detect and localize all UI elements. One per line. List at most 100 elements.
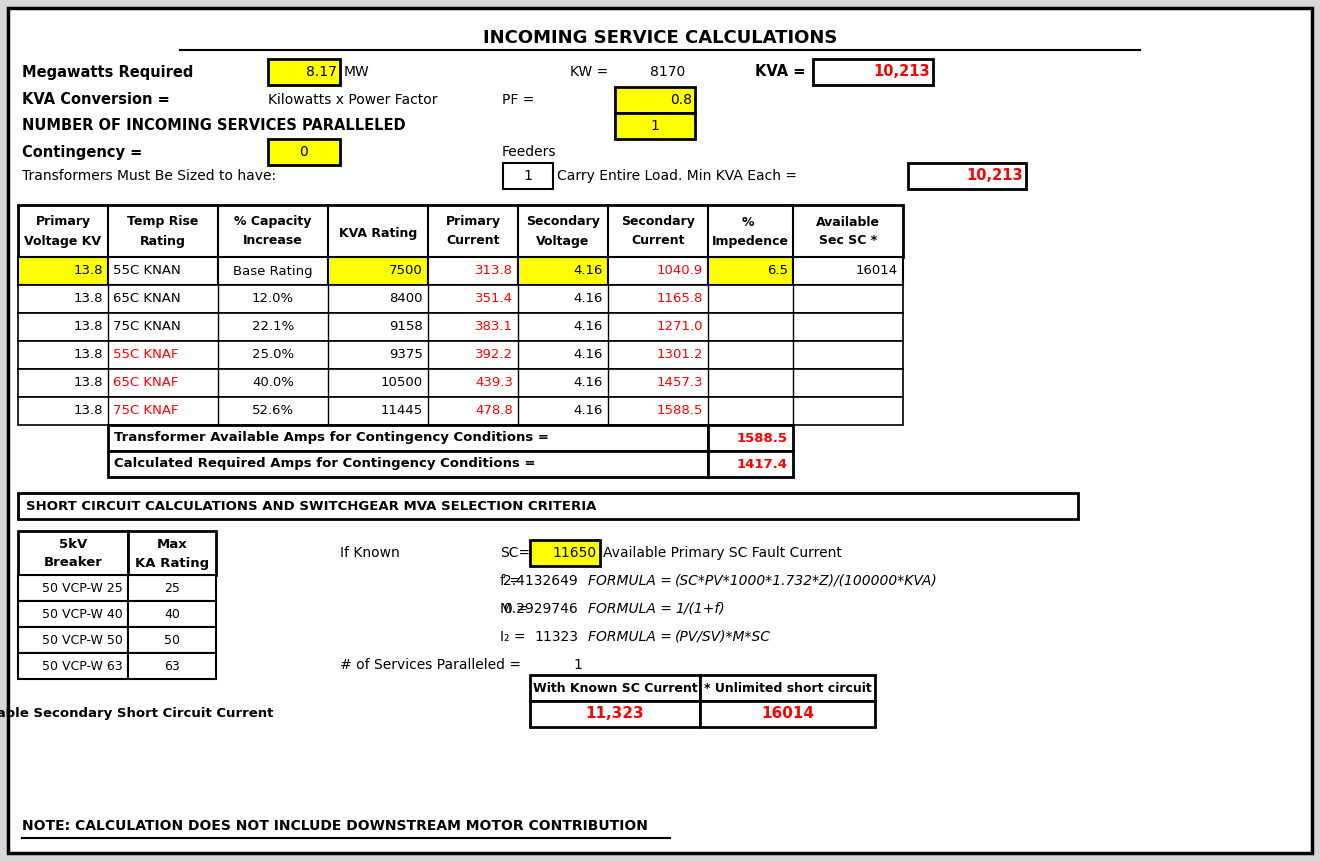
Text: KVA Rating: KVA Rating (339, 226, 417, 239)
Text: 13.8: 13.8 (74, 376, 103, 389)
Bar (700, 701, 875, 727)
Text: M =: M = (500, 602, 528, 616)
Text: 11,323: 11,323 (586, 707, 644, 722)
Bar (268, 139, 341, 165)
Text: MW: MW (345, 65, 370, 79)
Bar (813, 59, 933, 85)
Text: 392.2: 392.2 (475, 349, 513, 362)
Text: 4.16: 4.16 (574, 349, 603, 362)
Text: 0.8: 0.8 (671, 93, 692, 107)
Text: 10,213: 10,213 (874, 65, 931, 79)
Text: Current: Current (446, 234, 500, 247)
Text: % Capacity: % Capacity (235, 215, 312, 228)
Bar (18, 257, 108, 285)
Bar (128, 601, 216, 627)
Text: 65C KNAN: 65C KNAN (114, 293, 181, 306)
Text: 50 VCP-W 50: 50 VCP-W 50 (42, 634, 123, 647)
Text: 10500: 10500 (381, 376, 422, 389)
Text: PF =: PF = (502, 93, 535, 107)
Text: 13.8: 13.8 (74, 264, 103, 277)
Text: KVA Conversion =: KVA Conversion = (22, 92, 170, 108)
Text: 22.1%: 22.1% (252, 320, 294, 333)
Bar (708, 451, 793, 477)
Text: 1/(1+f): 1/(1+f) (675, 602, 725, 616)
Bar (708, 425, 793, 451)
Bar (517, 257, 609, 285)
Bar (18, 601, 128, 627)
Text: Base Rating: Base Rating (234, 264, 313, 277)
Text: Secondary: Secondary (527, 215, 599, 228)
Text: 55C KNAF: 55C KNAF (114, 349, 178, 362)
Text: 13.8: 13.8 (74, 293, 103, 306)
Bar (428, 257, 517, 285)
Text: NUMBER OF INCOMING SERVICES PARALLELED: NUMBER OF INCOMING SERVICES PARALLELED (22, 119, 405, 133)
Bar (531, 701, 700, 727)
Bar (108, 257, 218, 285)
Text: I₂ =: I₂ = (500, 630, 525, 644)
Text: Transformer Available Amps for Contingency Conditions =: Transformer Available Amps for Contingen… (114, 431, 549, 444)
Text: Feeders: Feeders (502, 145, 557, 159)
Text: Temp Rise: Temp Rise (127, 215, 199, 228)
Text: Primary: Primary (36, 215, 91, 228)
Bar (609, 257, 708, 285)
Text: 8170: 8170 (649, 65, 685, 79)
Text: 25: 25 (164, 581, 180, 594)
Text: 12.0%: 12.0% (252, 293, 294, 306)
Text: 0: 0 (300, 145, 309, 159)
Text: Transformers Must Be Sized to have:: Transformers Must Be Sized to have: (22, 169, 276, 183)
Text: 0.2929746: 0.2929746 (503, 602, 578, 616)
Text: Calculated Required Amps for Contingency Conditions =: Calculated Required Amps for Contingency… (114, 457, 536, 470)
Text: 1457.3: 1457.3 (656, 376, 704, 389)
Bar (18, 369, 903, 397)
Text: 55C KNAN: 55C KNAN (114, 264, 181, 277)
Bar (793, 257, 903, 285)
Text: Contingency =: Contingency = (22, 145, 143, 159)
Bar (615, 113, 696, 139)
Text: 478.8: 478.8 (475, 405, 513, 418)
Text: # of Services Paralleled =: # of Services Paralleled = (341, 658, 521, 672)
Text: 1: 1 (524, 169, 532, 183)
Text: Secondary: Secondary (622, 215, 694, 228)
Text: Impedence: Impedence (711, 234, 789, 247)
Text: 4.16: 4.16 (574, 320, 603, 333)
Text: 8.17: 8.17 (306, 65, 337, 79)
Text: 351.4: 351.4 (475, 293, 513, 306)
Bar (128, 653, 216, 679)
Text: 9158: 9158 (389, 320, 422, 333)
Text: 439.3: 439.3 (475, 376, 513, 389)
Bar (18, 575, 128, 601)
Text: 383.1: 383.1 (475, 320, 513, 333)
Bar (268, 59, 341, 85)
Text: (SC*PV*1000*1.732*Z)/(100000*KVA): (SC*PV*1000*1.732*Z)/(100000*KVA) (675, 574, 937, 588)
Text: 1: 1 (574, 658, 582, 672)
Text: Rating: Rating (140, 234, 186, 247)
Text: INCOMING SERVICE CALCULATIONS: INCOMING SERVICE CALCULATIONS (483, 29, 837, 47)
Text: Current: Current (631, 234, 685, 247)
Text: 1040.9: 1040.9 (657, 264, 704, 277)
Text: 75C KNAN: 75C KNAN (114, 320, 181, 333)
Bar (615, 87, 696, 113)
Text: Breaker: Breaker (44, 556, 103, 569)
Text: 50 VCP-W 63: 50 VCP-W 63 (42, 660, 123, 672)
Text: 6.5: 6.5 (767, 264, 788, 277)
Bar (108, 451, 708, 477)
Bar (18, 285, 903, 313)
Text: 1: 1 (651, 119, 660, 133)
Bar (531, 675, 700, 701)
Text: 1301.2: 1301.2 (656, 349, 704, 362)
Text: 5kV: 5kV (59, 538, 87, 552)
Bar (128, 575, 216, 601)
Bar (218, 257, 327, 285)
Text: SC=: SC= (500, 546, 531, 560)
Text: Carry Entire Load. Min KVA Each =: Carry Entire Load. Min KVA Each = (557, 169, 797, 183)
Text: Available Secondary Short Circuit Current: Available Secondary Short Circuit Curren… (0, 708, 273, 721)
Text: 7500: 7500 (389, 264, 422, 277)
Text: 1165.8: 1165.8 (656, 293, 704, 306)
Text: FORMULA =: FORMULA = (587, 574, 672, 588)
Text: KA Rating: KA Rating (135, 556, 209, 569)
Bar (128, 531, 216, 575)
Text: (PV/SV)*M*SC: (PV/SV)*M*SC (675, 630, 771, 644)
Text: 25.0%: 25.0% (252, 349, 294, 362)
Text: 63: 63 (164, 660, 180, 672)
Text: 40: 40 (164, 608, 180, 621)
